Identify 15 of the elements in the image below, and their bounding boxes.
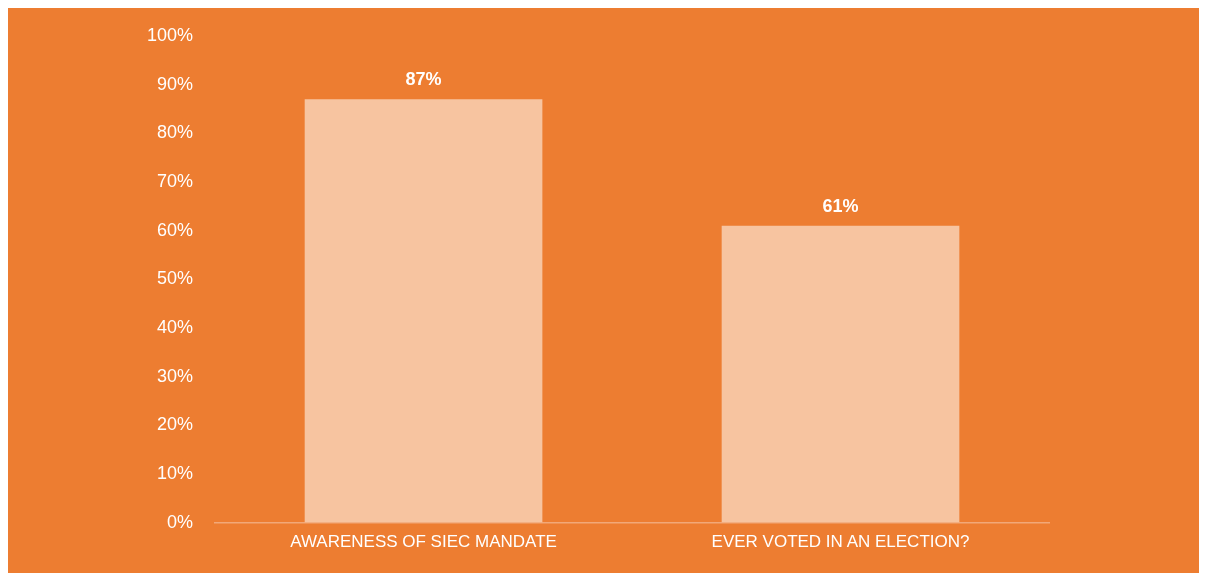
x-tick-label: AWARENESS OF SIEC MANDATE: [290, 532, 557, 552]
y-tick-label: 60%: [157, 219, 194, 240]
y-tick-label: 50%: [157, 268, 194, 289]
y-tick-label: 90%: [157, 73, 194, 94]
y-tick-label: 100%: [146, 24, 194, 45]
data-label: 61%: [822, 195, 859, 216]
x-tick-label: EVER VOTED IN AN ELECTION?: [711, 532, 970, 552]
data-label: 87%: [405, 69, 442, 90]
y-tick-label: 10%: [157, 462, 194, 483]
y-tick-label: 70%: [157, 170, 194, 191]
y-tick-label: 0%: [167, 511, 194, 532]
y-tick-label: 80%: [157, 122, 194, 143]
y-tick-label: 40%: [157, 316, 194, 337]
y-tick-label: 30%: [157, 365, 194, 386]
y-tick-label: 20%: [157, 414, 194, 435]
